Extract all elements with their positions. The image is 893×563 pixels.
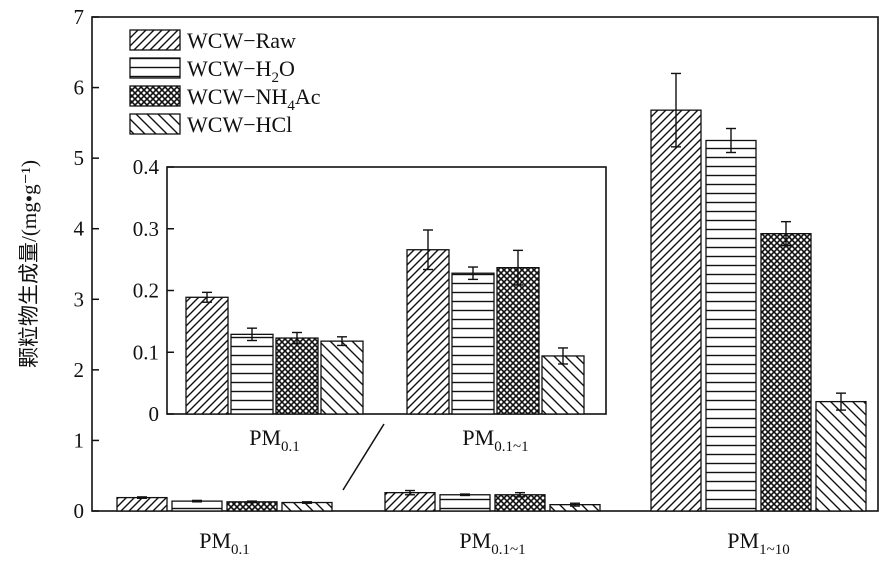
x-category-label: PM0.1 [249,425,300,455]
bar-raw-3 [650,109,702,512]
y-tick-label: 1 [74,428,85,452]
bar-h2o-3 [705,139,757,512]
y-tick-label: 4 [74,217,85,241]
x-category-label: PM1~10 [727,528,789,558]
bar-h2o-2 [439,494,491,512]
y-axis: 0 1 2 3 4 5 6 7 [74,5,99,523]
legend-swatch [129,85,181,107]
y-tick-label: 0.2 [133,279,159,303]
y-axis-title: 颗粒物生成量/(mg•g⁻¹) [17,160,41,368]
inset-bars [185,229,585,415]
bar-raw-1 [116,496,168,512]
bar-nh4ac-2 [496,267,540,415]
y-tick-label: 5 [74,146,85,170]
y-tick-label: 2 [74,358,85,382]
y-tick-label: 0 [149,402,160,426]
bar-nh4ac-3 [760,233,812,512]
y-tick-label: 0 [74,499,85,523]
y-tick-label: 0.1 [133,340,159,364]
legend-label: WCW−H2O [187,56,295,86]
y-tick-label: 0.4 [133,155,160,179]
legend-label: WCW−NH4Ac [187,84,321,114]
inset-connector-line [342,423,385,491]
bar-raw-2 [406,249,450,415]
x-category-label: PM0.1~1 [462,425,528,455]
bar-h2o-2 [451,272,495,415]
inset-x-axis-labels: PM0.1 PM0.1~1 [249,425,528,455]
bar-hcl-3 [815,400,867,512]
x-category-label: PM0.1 [199,528,250,558]
legend-label: WCW−Raw [187,28,296,53]
bar-raw-1 [185,296,229,415]
y-tick-label: 3 [74,287,85,311]
main-bars [116,72,867,512]
legend-swatch [129,113,181,135]
bar-nh4ac-1 [275,337,319,415]
legend-swatch [129,57,181,79]
bar-hcl-1 [320,340,364,415]
legend-swatch [129,29,181,51]
x-axis-labels: PM0.1 PM0.1~1 PM1~10 [199,528,789,558]
y-tick-label: 7 [74,5,85,29]
bar-h2o-1 [171,500,223,512]
legend-label: WCW−HCl [187,112,292,137]
inset-y-axis: 0 0.1 0.2 0.3 0.4 [133,155,174,426]
x-category-label: PM0.1~1 [459,528,525,558]
y-tick-label: 6 [74,76,85,100]
bar-h2o-1 [230,333,274,415]
y-tick-label: 0.3 [133,217,159,241]
